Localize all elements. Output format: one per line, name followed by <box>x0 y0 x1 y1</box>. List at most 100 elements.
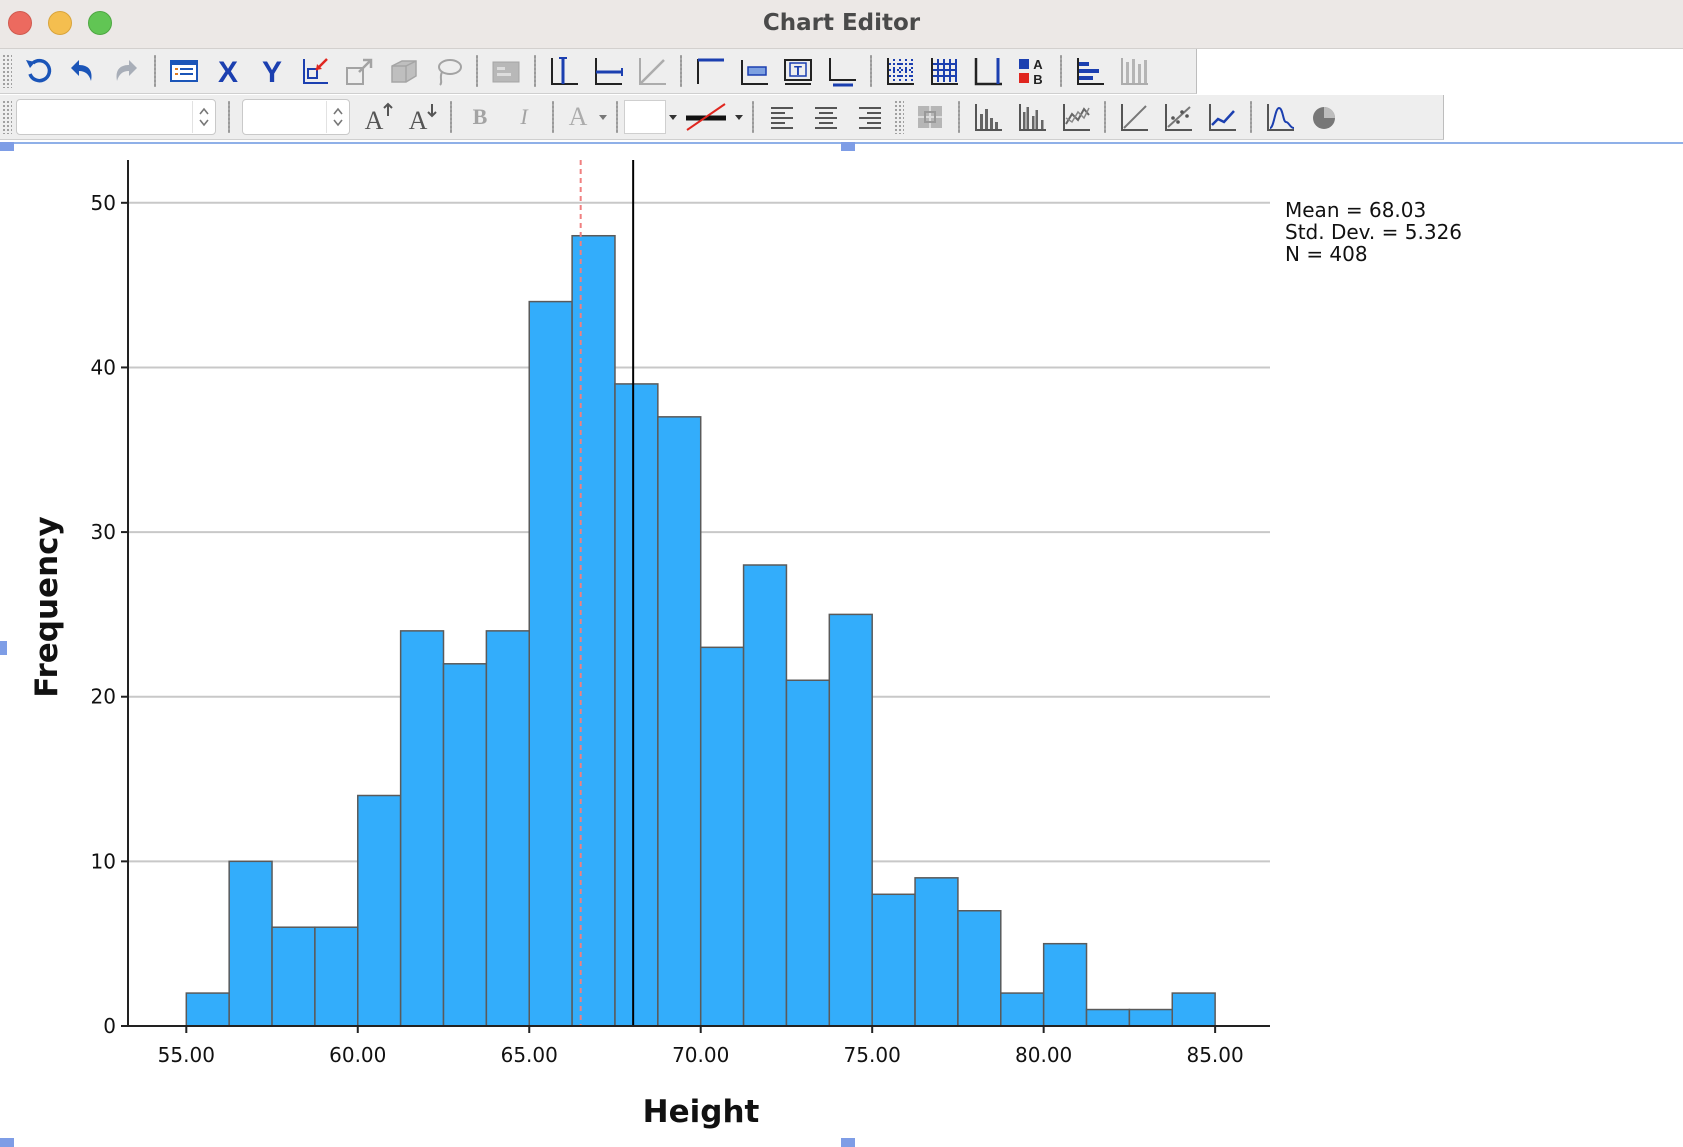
histogram-bar[interactable] <box>485 630 530 1027</box>
textbox-icon[interactable]: T <box>779 52 817 90</box>
toolbar-separator <box>680 55 682 87</box>
properties-icon[interactable] <box>165 52 203 90</box>
histogram-bar[interactable] <box>871 893 916 1027</box>
axis-icon[interactable] <box>969 52 1007 90</box>
histogram-bar[interactable] <box>1171 992 1216 1027</box>
text-color-button[interactable]: A <box>563 98 593 136</box>
title-icon[interactable] <box>691 52 729 90</box>
align-center-icon[interactable] <box>807 98 845 136</box>
histogram-bar[interactable] <box>1128 1008 1174 1027</box>
transpose-icon[interactable] <box>1071 52 1109 90</box>
x-axis-title[interactable]: Height <box>643 1094 760 1130</box>
y-tick-label: 40 <box>91 355 116 379</box>
line-chart-type-icon[interactable] <box>1057 98 1095 136</box>
fill-color-dropdown-icon[interactable] <box>666 112 680 122</box>
svg-text:B: B <box>1033 72 1042 87</box>
close-window-button[interactable] <box>8 11 32 35</box>
histogram-bar[interactable] <box>699 646 745 1027</box>
histogram-bar[interactable] <box>742 564 788 1027</box>
histogram-bar[interactable] <box>442 663 488 1027</box>
reference-line-y-icon[interactable] <box>589 52 627 90</box>
font-size-combo[interactable] <box>242 99 350 135</box>
reference-line-x-icon[interactable] <box>545 52 583 90</box>
undo-icon[interactable] <box>63 52 101 90</box>
interpolation-line-icon[interactable] <box>1203 98 1241 136</box>
font-name-combo[interactable] <box>16 99 216 135</box>
x-tick-label: 55.00 <box>158 1043 215 1067</box>
histogram-bar[interactable] <box>957 910 1002 1027</box>
toolbar-separator <box>752 101 754 133</box>
histogram-bar[interactable] <box>914 877 959 1027</box>
histogram-bar[interactable] <box>657 416 702 1027</box>
histogram-bar[interactable] <box>571 234 616 1027</box>
redo-icon[interactable] <box>107 52 145 90</box>
y-tick-label: 30 <box>91 520 116 544</box>
toolbar-grip[interactable] <box>2 100 12 134</box>
align-left-icon[interactable] <box>763 98 801 136</box>
resize-handle[interactable] <box>0 641 7 655</box>
histogram-bar[interactable] <box>228 860 273 1027</box>
histogram-bar[interactable] <box>828 613 873 1027</box>
maximize-window-button[interactable] <box>88 11 112 35</box>
grid-both-icon[interactable] <box>925 52 963 90</box>
3d-rotate-icon[interactable] <box>385 52 423 90</box>
histogram-bar[interactable] <box>399 630 445 1027</box>
histogram-bar[interactable] <box>785 679 831 1027</box>
fill-color-swatch[interactable] <box>624 100 666 134</box>
y-axis-icon[interactable]: Y <box>253 52 291 90</box>
italic-button[interactable]: I <box>505 98 543 136</box>
statistics-annotation[interactable]: Mean = 68.03 Std. Dev. = 5.326 N = 408 <box>1285 199 1462 265</box>
distribution-curve-icon[interactable] <box>1261 98 1299 136</box>
resize-handle[interactable] <box>0 1138 14 1147</box>
scale-to-fit-icon[interactable] <box>341 52 379 90</box>
scatter-points-icon[interactable] <box>1159 98 1197 136</box>
clustered-bar-icon[interactable] <box>1013 98 1051 136</box>
grid-lines-icon[interactable] <box>881 52 919 90</box>
x-axis-icon[interactable]: X <box>209 52 247 90</box>
line-style-dropdown-icon[interactable] <box>732 112 746 122</box>
toolbar-separator <box>450 101 452 133</box>
histogram-bar[interactable] <box>528 300 573 1027</box>
bar-chart-type-icon[interactable] <box>969 98 1007 136</box>
text-color-dropdown-icon[interactable] <box>596 112 610 122</box>
align-right-icon[interactable] <box>851 98 889 136</box>
decrease-font-size-icon[interactable]: A <box>403 98 441 136</box>
pie-chart-icon[interactable] <box>1305 98 1343 136</box>
histogram-bar[interactable] <box>1085 1008 1131 1027</box>
bar-chart-icon[interactable] <box>1115 52 1153 90</box>
scatter-fit-line-icon[interactable] <box>1115 98 1153 136</box>
reference-line-equation-icon[interactable] <box>633 52 671 90</box>
x-tick-label: 65.00 <box>501 1043 558 1067</box>
resize-handle[interactable] <box>841 142 855 151</box>
toolbar-grip[interactable] <box>2 54 12 88</box>
histogram-bar[interactable] <box>314 926 359 1027</box>
lasso-icon[interactable] <box>429 52 467 90</box>
histogram-bar[interactable] <box>185 992 230 1027</box>
font-size-spinner-icon[interactable] <box>326 101 349 133</box>
histogram-chart[interactable]: 0 10 20 30 40 50 55.00 60.00 65.00 70.00 75.00 80.0… <box>0 146 1683 1136</box>
increase-font-size-icon[interactable]: A <box>359 98 397 136</box>
footnote-icon[interactable] <box>823 52 861 90</box>
toolbar-grip[interactable] <box>894 100 904 134</box>
window-title: Chart Editor <box>762 10 921 36</box>
select-point-icon[interactable] <box>297 52 335 90</box>
annotation-icon[interactable] <box>735 52 773 90</box>
resize-handle[interactable] <box>841 1138 855 1147</box>
move-chart-icon[interactable] <box>911 98 949 136</box>
histogram-bar[interactable] <box>1000 992 1045 1027</box>
toolbar-separator <box>870 55 872 87</box>
line-style-icon[interactable] <box>683 98 729 136</box>
histogram-bar[interactable] <box>271 926 316 1027</box>
y-axis-title[interactable]: Frequency <box>29 516 65 697</box>
histogram-bar[interactable] <box>357 794 402 1027</box>
font-name-spinner-icon[interactable] <box>192 101 215 133</box>
toolbar-separator <box>1250 101 1252 133</box>
rescale-icon[interactable] <box>19 52 57 90</box>
minimize-window-button[interactable] <box>48 11 72 35</box>
bold-button[interactable]: B <box>461 98 499 136</box>
histogram-bar[interactable] <box>614 383 659 1027</box>
histogram-bar[interactable] <box>1042 942 1088 1027</box>
resize-handle[interactable] <box>0 142 14 151</box>
data-label-mode-icon[interactable] <box>487 52 525 90</box>
